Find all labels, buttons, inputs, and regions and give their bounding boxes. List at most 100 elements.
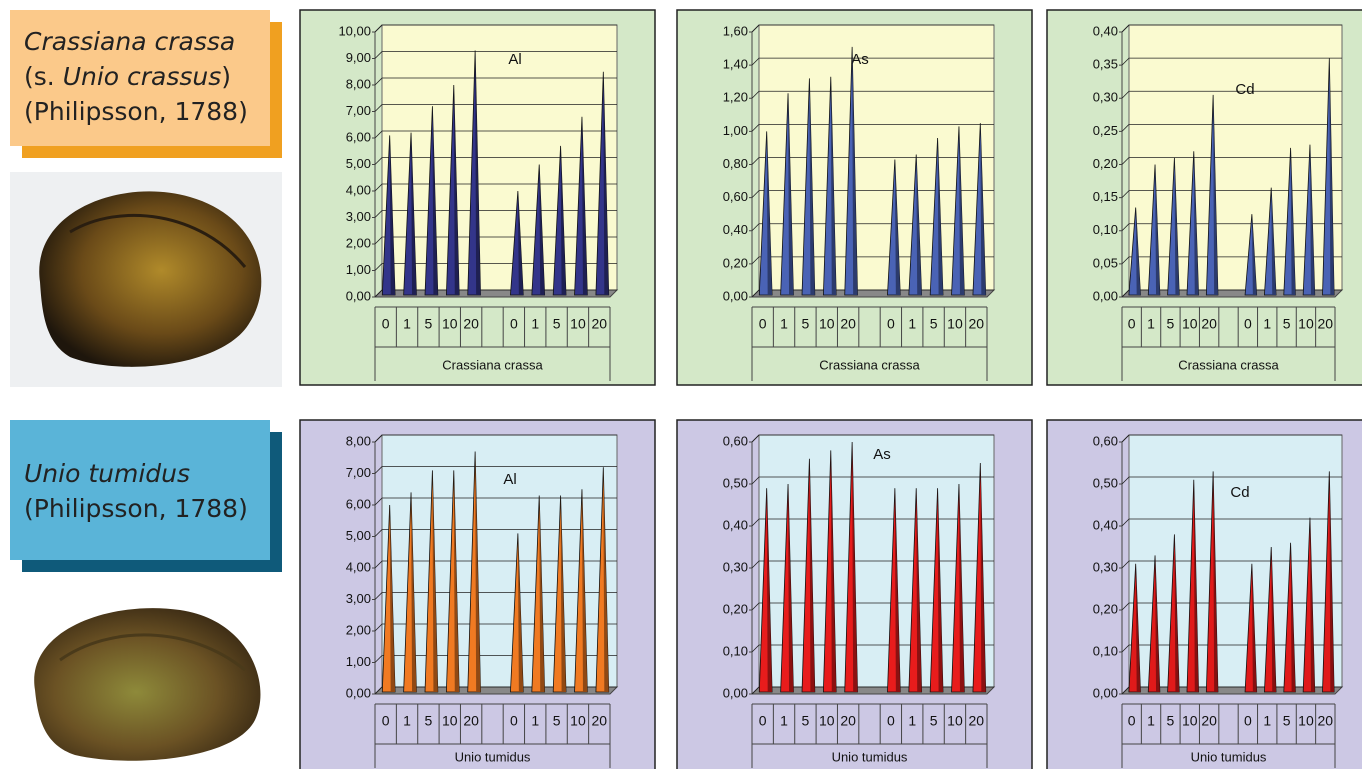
y-tick-label: 1,00 [346,262,371,277]
y-tick-label: 8,00 [346,433,371,448]
y-tick-label: 6,00 [346,129,371,144]
y-tick-label: 0,00 [1093,288,1118,303]
y-tick-label: 5,00 [346,156,371,171]
y-tick-label: 0,00 [346,685,371,700]
x-tick-label: 0 [510,316,518,332]
y-tick-label: 0,10 [723,643,748,658]
chart-title: Cd [1235,81,1254,98]
x-tick-label: 0 [1244,316,1252,332]
x-tick-label: 10 [570,316,586,332]
group-label: Unio tumidus [832,749,908,764]
y-tick-label: 1,00 [346,654,371,669]
y-tick-label: 0,15 [1093,189,1118,204]
y-tick-label: 0,30 [1093,90,1118,105]
group-label: Crassiana crassa [442,357,543,372]
x-tick-label: 20 [463,713,479,729]
x-tick-label: 20 [463,316,479,332]
y-tick-label: 0,30 [1093,559,1118,574]
y-tick-label: 0,25 [1093,123,1118,138]
x-tick-label: 1 [531,713,539,729]
x-tick-label: 5 [1167,316,1175,332]
y-tick-label: 0,60 [1093,433,1118,448]
chart-title: Al [503,471,516,488]
x-tick-label: 20 [1201,713,1217,729]
x-tick-label: 5 [425,316,433,332]
y-tick-label: 1,60 [723,23,748,38]
y-tick-label: 0,00 [346,288,371,303]
y-tick-label: 0,10 [1093,643,1118,658]
x-tick-label: 0 [887,316,895,332]
y-tick-label: 1,00 [723,123,748,138]
x-tick-label: 1 [1263,713,1271,729]
x-tick-label: 0 [1128,713,1136,729]
x-tick-label: 10 [819,316,835,332]
y-tick-label: 6,00 [346,496,371,511]
x-tick-label: 1 [1147,316,1155,332]
chart-title: Cd [1230,484,1249,501]
group-label: Unio tumidus [1191,749,1267,764]
x-tick-label: 10 [1298,316,1314,332]
y-tick-label: 5,00 [346,528,371,543]
y-tick-label: 7,00 [346,465,371,480]
y-tick-label: 0,80 [723,156,748,171]
x-tick-label: 20 [1201,316,1217,332]
x-tick-label: 0 [510,713,518,729]
chart-title: As [851,51,869,68]
y-tick-label: 4,00 [346,182,371,197]
y-tick-label: 0,20 [1093,156,1118,171]
group-label: Crassiana crassa [1178,357,1279,372]
y-tick-label: 1,20 [723,90,748,105]
x-tick-label: 10 [947,316,963,332]
x-tick-label: 1 [908,713,916,729]
y-tick-label: 8,00 [346,76,371,91]
x-tick-label: 5 [802,713,810,729]
x-tick-label: 20 [969,316,985,332]
x-tick-label: 5 [1283,713,1291,729]
x-tick-label: 5 [802,316,810,332]
x-tick-label: 0 [382,316,390,332]
y-tick-label: 1,40 [723,57,748,72]
group-label: Unio tumidus [455,749,531,764]
x-tick-label: 5 [553,316,561,332]
y-tick-label: 0,20 [723,601,748,616]
y-tick-label: 0,60 [723,433,748,448]
y-tick-label: 0,50 [1093,475,1118,490]
y-tick-label: 0,30 [723,559,748,574]
x-tick-label: 10 [819,713,835,729]
x-tick-label: 1 [531,316,539,332]
page: Crassiana crassa (s. Unio crassus) (Phil… [0,0,1362,769]
y-tick-label: 0,50 [723,475,748,490]
y-tick-label: 3,00 [346,209,371,224]
x-tick-label: 10 [947,713,963,729]
x-tick-label: 20 [592,713,608,729]
x-tick-label: 20 [592,316,608,332]
x-tick-label: 1 [1263,316,1271,332]
x-tick-label: 5 [930,316,938,332]
x-tick-label: 0 [759,713,767,729]
chart-title: Al [508,51,521,68]
x-tick-label: 0 [1128,316,1136,332]
x-tick-label: 5 [1167,713,1175,729]
y-tick-label: 3,00 [346,591,371,606]
x-tick-label: 20 [840,316,856,332]
x-tick-label: 10 [1298,713,1314,729]
x-tick-label: 0 [887,713,895,729]
x-tick-label: 1 [1147,713,1155,729]
x-tick-label: 20 [1318,316,1334,332]
y-tick-label: 0,60 [723,189,748,204]
y-tick-label: 0,00 [723,288,748,303]
x-tick-label: 10 [1182,316,1198,332]
y-tick-label: 0,10 [1093,222,1118,237]
y-tick-label: 0,20 [1093,601,1118,616]
chart-title: As [873,446,891,463]
x-tick-label: 1 [780,316,788,332]
charts: 0,001,002,003,004,005,006,007,008,009,00… [0,0,1362,769]
x-tick-label: 5 [425,713,433,729]
y-tick-label: 0,40 [1093,23,1118,38]
y-tick-label: 0,35 [1093,57,1118,72]
y-tick-label: 0,05 [1093,255,1118,270]
y-tick-label: 0,40 [723,222,748,237]
x-tick-label: 0 [382,713,390,729]
x-tick-label: 0 [759,316,767,332]
x-tick-label: 1 [403,713,411,729]
